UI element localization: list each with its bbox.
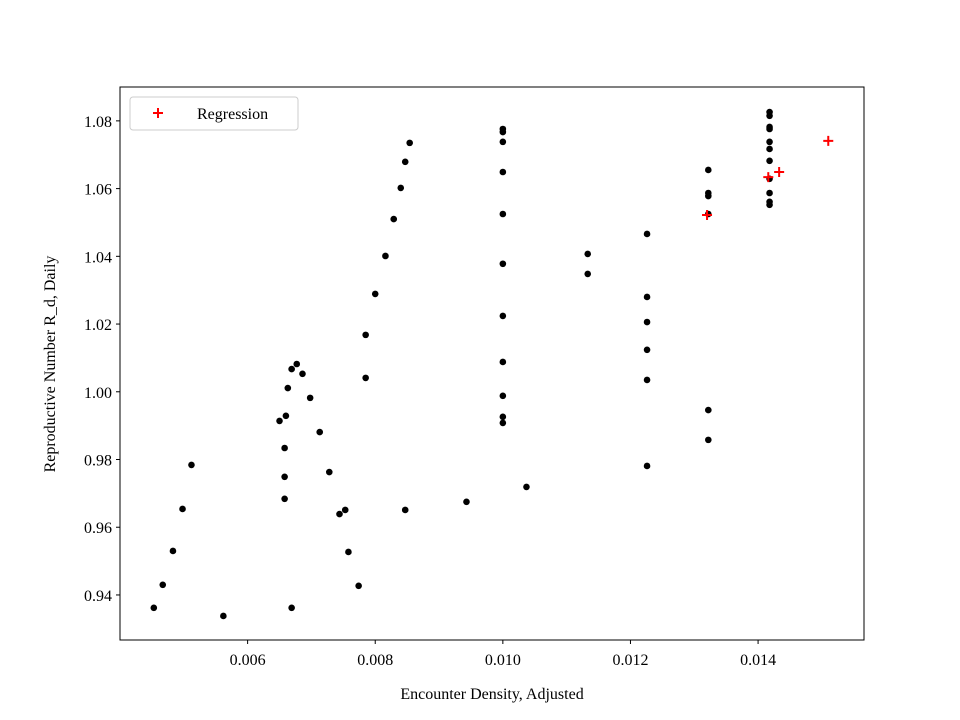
point bbox=[382, 252, 389, 260]
point bbox=[401, 158, 409, 166]
point bbox=[499, 419, 507, 427]
point bbox=[281, 444, 288, 452]
point bbox=[523, 483, 530, 491]
point bbox=[499, 392, 507, 400]
point bbox=[499, 413, 507, 421]
point bbox=[299, 370, 306, 378]
point bbox=[705, 192, 712, 200]
x-tick-label: 0.012 bbox=[612, 652, 648, 669]
point bbox=[774, 166, 785, 177]
point bbox=[643, 376, 651, 384]
y-axis-label: Reproductive Number R_d, Daily bbox=[42, 256, 59, 473]
point bbox=[288, 604, 295, 612]
point bbox=[281, 495, 288, 503]
point bbox=[643, 462, 651, 470]
point bbox=[766, 112, 773, 120]
point bbox=[766, 125, 773, 133]
point bbox=[401, 506, 409, 514]
point bbox=[362, 331, 369, 339]
point bbox=[325, 468, 333, 476]
point bbox=[705, 406, 712, 414]
point bbox=[643, 346, 651, 354]
point bbox=[499, 210, 507, 218]
point bbox=[766, 138, 773, 146]
point bbox=[281, 473, 288, 481]
point bbox=[499, 168, 507, 176]
point bbox=[390, 215, 398, 223]
point bbox=[371, 290, 379, 298]
point bbox=[766, 157, 773, 165]
point bbox=[397, 184, 405, 192]
point bbox=[705, 210, 712, 218]
point bbox=[643, 318, 651, 326]
point bbox=[463, 498, 470, 506]
legend-marker bbox=[153, 108, 163, 118]
point bbox=[220, 612, 227, 620]
point bbox=[584, 270, 592, 278]
point bbox=[766, 201, 773, 209]
y-tick-label: 1.02 bbox=[84, 317, 112, 334]
y-tick-label: 1.06 bbox=[84, 182, 112, 199]
y-tick-label: 0.94 bbox=[84, 588, 112, 605]
point bbox=[499, 128, 507, 136]
point bbox=[188, 461, 195, 469]
point bbox=[499, 358, 507, 366]
y-tick-label: 1.00 bbox=[84, 385, 112, 402]
x-axis-label: Encounter Density, Adjusted bbox=[400, 686, 583, 703]
point bbox=[282, 412, 290, 420]
point bbox=[150, 604, 158, 612]
legend: Regression bbox=[129, 96, 299, 131]
point bbox=[643, 293, 651, 301]
plot-frame bbox=[119, 86, 865, 641]
point bbox=[499, 260, 507, 268]
y-tick-label: 1.04 bbox=[84, 249, 112, 266]
point bbox=[499, 312, 507, 320]
point bbox=[341, 506, 349, 514]
y-tick-label: 1.08 bbox=[84, 114, 112, 131]
point bbox=[766, 145, 773, 153]
point bbox=[763, 172, 774, 183]
point bbox=[705, 436, 712, 444]
point bbox=[316, 428, 324, 436]
x-tick-label: 0.014 bbox=[740, 652, 776, 669]
point bbox=[179, 505, 186, 513]
x-tick-label: 0.006 bbox=[230, 652, 266, 669]
point bbox=[702, 210, 713, 221]
point bbox=[406, 139, 413, 147]
point bbox=[584, 250, 592, 258]
point bbox=[766, 189, 773, 197]
x-tick-label: 0.010 bbox=[485, 652, 521, 669]
point bbox=[345, 548, 352, 556]
point bbox=[169, 547, 177, 555]
point bbox=[643, 230, 651, 238]
legend-box bbox=[129, 96, 299, 131]
y-tick-label: 0.98 bbox=[84, 453, 112, 470]
y-tick-label: 0.96 bbox=[84, 520, 112, 537]
point bbox=[276, 417, 283, 425]
point bbox=[288, 365, 295, 373]
point bbox=[336, 510, 343, 518]
point bbox=[284, 384, 292, 392]
point bbox=[499, 138, 507, 146]
legend-label: Regression bbox=[197, 106, 268, 123]
point bbox=[823, 135, 834, 146]
point bbox=[159, 581, 167, 589]
x-tick-label: 0.008 bbox=[357, 652, 393, 669]
point bbox=[293, 360, 301, 368]
point bbox=[355, 582, 362, 590]
point bbox=[306, 394, 314, 402]
point bbox=[362, 374, 369, 382]
point bbox=[705, 166, 712, 174]
